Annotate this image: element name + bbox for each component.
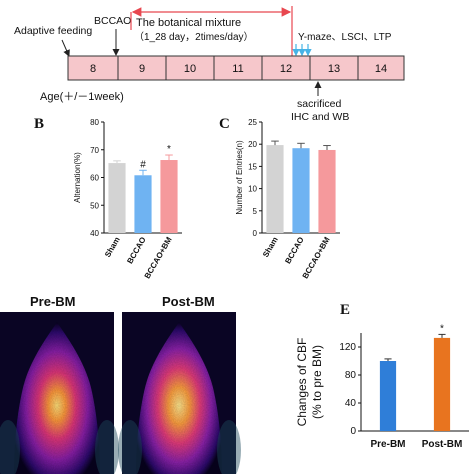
pre-bm-image	[0, 312, 119, 474]
y-axis-label: Alternation(%)	[73, 152, 82, 203]
y-axis-label-line2: (% to pre BM)	[310, 345, 324, 419]
bar	[318, 149, 336, 233]
week-cell	[357, 55, 405, 81]
sacrificed-line1: sacrificed	[297, 98, 342, 110]
y-tick-label: 50	[90, 201, 99, 210]
bar	[160, 160, 178, 233]
week-cell-label: 14	[375, 63, 387, 75]
x-tick-label: Sham	[261, 236, 280, 259]
x-tick-label: Pre-BM	[370, 439, 405, 450]
timeline: Adaptive feeding BCCAO The botanical mix…	[14, 6, 405, 123]
week-cell	[165, 55, 215, 81]
panel-label-e: E	[340, 302, 350, 318]
bar	[266, 145, 284, 233]
y-tick-label: 40	[90, 229, 99, 238]
bccao-label: BCCAO	[94, 15, 131, 27]
week-cell-label: 12	[280, 63, 292, 75]
x-tick-label: Post-BM	[422, 439, 463, 450]
week-cell	[213, 55, 263, 81]
mixture-line2: （1_28 day，2times/day）	[134, 31, 254, 43]
week-cell	[261, 55, 311, 81]
week-cell-label: 8	[90, 63, 96, 75]
lsci-images: Pre-BM Post-BM	[0, 294, 241, 474]
panel-label-b: B	[34, 116, 44, 132]
week-cell-label: 11	[232, 63, 243, 75]
week-cells: 8 9 10 11 12 13 14	[67, 55, 405, 81]
week-cell	[309, 55, 359, 81]
x-tick-label: BCCAO+BM	[301, 235, 332, 280]
x-tick-label: BCCAO	[283, 236, 305, 266]
post-bm-image-title: Post-BM	[162, 294, 215, 309]
y-axis-label: Changes of CBF	[295, 338, 309, 427]
y-tick-label: 70	[90, 146, 99, 155]
chart-alternation: 40 50 60 70 80 Sham # BCCAO * BCCAO+BM Alternation…	[73, 118, 182, 280]
y-tick-label: 25	[248, 118, 257, 127]
week-cell-label: 10	[184, 63, 196, 75]
week-cell-label: 13	[328, 63, 340, 75]
tests-label: Y-maze、LSCI、LTP	[298, 32, 392, 43]
x-tick-label: BCCAO+BM	[143, 235, 174, 280]
y-tick-label: 40	[345, 398, 357, 409]
significance-mark: *	[167, 144, 171, 155]
y-tick-label: 10	[248, 185, 257, 194]
bar	[108, 163, 126, 233]
pre-bm-image-title: Pre-BM	[30, 294, 76, 309]
y-tick-label: 5	[253, 207, 258, 216]
week-cell-label: 9	[139, 63, 145, 75]
y-tick-label: 0	[253, 229, 258, 238]
y-tick-label: 0	[350, 426, 356, 437]
y-tick-label: 80	[345, 370, 357, 381]
week-cell	[117, 55, 167, 81]
bar	[292, 148, 310, 233]
y-tick-label: 120	[339, 342, 356, 353]
post-bm-image	[118, 312, 241, 474]
bar	[379, 361, 397, 431]
week-cell	[67, 55, 119, 81]
x-tick-label: BCCAO	[125, 236, 147, 266]
bar	[433, 337, 451, 431]
mixture-line1: The botanical mixture	[136, 17, 241, 29]
sacrificed-line2: IHC and WB	[291, 111, 349, 123]
y-tick-label: 60	[90, 174, 99, 183]
bar	[134, 175, 152, 233]
age-label: Age(＋/－1week)	[40, 91, 124, 103]
y-tick-label: 20	[248, 140, 257, 149]
adaptive-feeding-arrow	[61, 39, 70, 57]
y-axis-label: Number of Entries(n)	[235, 140, 244, 215]
chart-cbf: 0 40 80 120 Pre-BM * Post-BM Changes of CBF (% t…	[295, 323, 469, 450]
significance-mark: *	[440, 323, 444, 334]
y-tick-label: 15	[248, 162, 257, 171]
panel-label-c: C	[219, 116, 230, 132]
significance-mark: #	[140, 159, 146, 170]
x-tick-label: Sham	[103, 236, 122, 259]
y-tick-label: 80	[90, 118, 99, 127]
adaptive-feeding-label: Adaptive feeding	[14, 25, 92, 37]
